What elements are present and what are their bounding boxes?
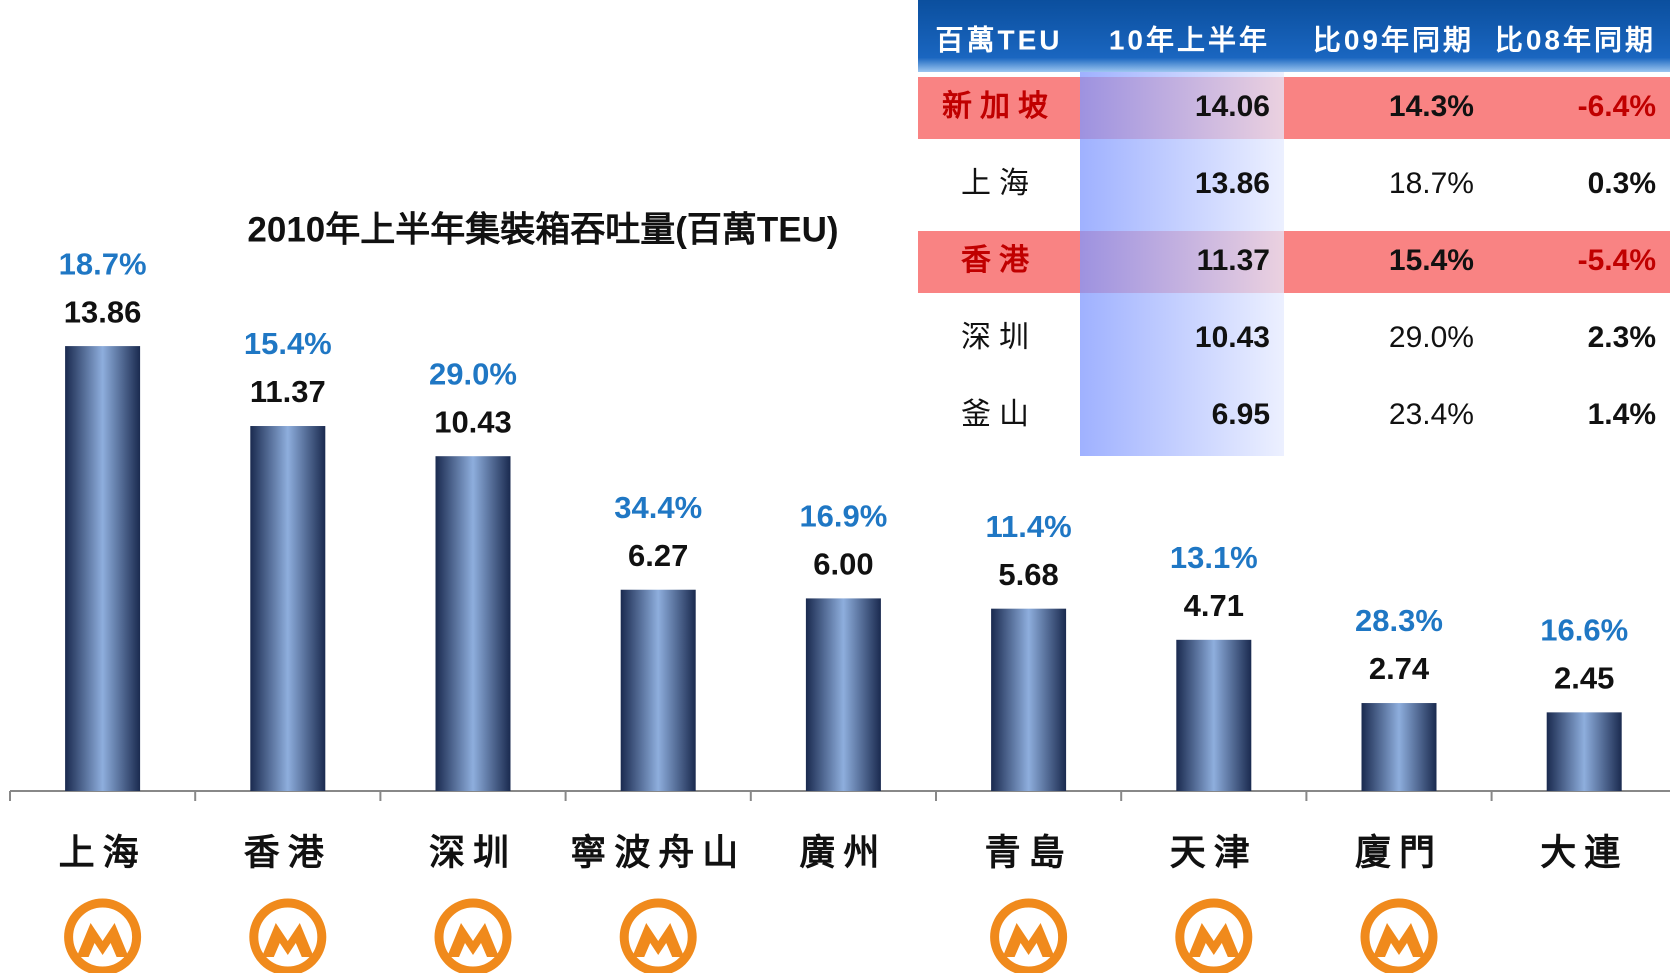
table-cell: 15.4% xyxy=(1389,244,1474,277)
table-cell: 0.3% xyxy=(1588,167,1656,200)
table-header: 比09年同期 xyxy=(1313,23,1474,55)
bar xyxy=(250,426,326,791)
table-header: 10年上半年 xyxy=(1109,23,1270,55)
table-cell: -5.4% xyxy=(1578,244,1656,277)
logo-m xyxy=(1373,923,1425,957)
x-tick-label: 香港 xyxy=(244,832,332,873)
value-label: 2.74 xyxy=(1369,651,1430,686)
table-cell: 13.86 xyxy=(1195,167,1270,200)
table-cell: 23.4% xyxy=(1389,398,1474,431)
bar xyxy=(435,456,511,791)
x-tick-label: 上海 xyxy=(59,832,147,873)
x-tick-label: 廈門 xyxy=(1355,832,1443,873)
table-cell: 14.06 xyxy=(1195,90,1270,123)
growth-label: 16.6% xyxy=(1540,613,1628,648)
logo-m xyxy=(76,923,129,957)
logo-ring xyxy=(1175,898,1253,973)
logo-ring xyxy=(64,898,142,973)
logo xyxy=(1175,898,1253,973)
x-tick-label: 青島 xyxy=(985,832,1073,873)
logo xyxy=(990,898,1068,973)
table-cell: 14.3% xyxy=(1389,90,1474,123)
table-cell: 10.43 xyxy=(1195,321,1270,354)
column-highlight xyxy=(1080,72,1284,456)
x-tick-label: 寧波舟山 xyxy=(570,832,746,873)
value-label: 13.86 xyxy=(64,294,142,329)
growth-label: 34.4% xyxy=(614,490,702,525)
growth-label: 15.4% xyxy=(244,326,332,361)
table-header: 百萬TEU xyxy=(935,24,1062,55)
logo xyxy=(1360,898,1438,973)
logo xyxy=(249,898,327,973)
growth-label: 16.9% xyxy=(799,499,887,534)
table-cell: 1.4% xyxy=(1588,398,1656,431)
logo-m xyxy=(447,923,499,957)
growth-label: 28.3% xyxy=(1355,603,1443,638)
logo-m xyxy=(261,923,314,957)
value-label: 6.00 xyxy=(813,547,873,582)
value-label: 11.37 xyxy=(250,374,326,409)
x-tick-label: 深圳 xyxy=(429,832,517,873)
logo-ring xyxy=(434,898,512,973)
bar xyxy=(805,598,881,791)
logo-ring xyxy=(249,898,327,973)
x-tick-label: 大連 xyxy=(1540,832,1628,873)
growth-label: 13.1% xyxy=(1170,540,1258,575)
table-cell: 11.37 xyxy=(1197,244,1270,277)
row-highlight xyxy=(918,77,1670,139)
bar xyxy=(65,346,141,791)
value-label: 10.43 xyxy=(434,404,512,439)
logo xyxy=(619,898,697,973)
value-label: 6.27 xyxy=(628,538,688,573)
row-highlight xyxy=(918,231,1670,293)
logo-m xyxy=(1187,923,1240,957)
table-cell: 香港 xyxy=(961,244,1037,277)
table-header: 比08年同期 xyxy=(1495,23,1656,55)
x-tick-label: 天津 xyxy=(1170,832,1258,873)
value-label: 4.71 xyxy=(1184,588,1244,623)
bar xyxy=(620,589,696,791)
bar xyxy=(1176,639,1252,791)
table-cell: 18.7% xyxy=(1389,167,1474,200)
logo-ring xyxy=(1360,898,1438,973)
table-cell: 新加坡 xyxy=(942,90,1056,123)
logo xyxy=(64,898,142,973)
logo-m xyxy=(1002,923,1055,957)
logo xyxy=(434,898,512,973)
table-cell: 6.95 xyxy=(1212,398,1270,431)
logo-ring xyxy=(619,898,697,973)
value-label: 5.68 xyxy=(998,557,1058,592)
table-cell: 2.3% xyxy=(1588,321,1656,354)
table-header-bg xyxy=(918,0,1670,72)
bar xyxy=(1546,712,1622,791)
value-label: 2.45 xyxy=(1554,661,1614,696)
x-tick-label: 廣州 xyxy=(799,832,887,873)
table-cell: 29.0% xyxy=(1389,321,1474,354)
bar xyxy=(1361,703,1437,791)
growth-label: 29.0% xyxy=(429,356,517,391)
table-cell: -6.4% xyxy=(1578,90,1656,123)
chart-title: 2010年上半年集裝箱吞吐量(百萬TEU) xyxy=(247,210,838,249)
table-cell: 深圳 xyxy=(961,321,1037,354)
bar xyxy=(991,608,1067,791)
table-cell: 上海 xyxy=(961,167,1037,200)
growth-label: 18.7% xyxy=(59,246,147,281)
growth-label: 11.4% xyxy=(985,509,1071,544)
table-cell: 釜山 xyxy=(961,398,1037,431)
logo-m xyxy=(632,923,685,957)
logo-ring xyxy=(990,898,1068,973)
